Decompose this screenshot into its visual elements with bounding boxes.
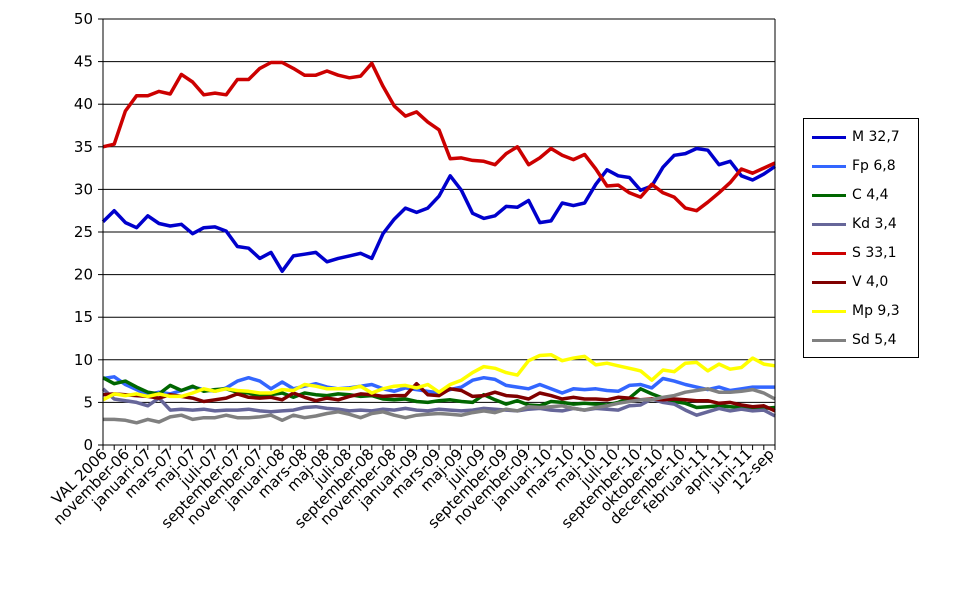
legend-swatch — [812, 309, 846, 313]
y-tick-label: 15 — [74, 308, 93, 326]
legend-item: Sd 5,4 — [812, 330, 897, 350]
legend-item: S 33,1 — [812, 243, 897, 263]
axes — [102, 19, 776, 446]
series-line — [102, 60, 776, 213]
legend-label: C 4,4 — [852, 187, 889, 203]
legend-item: Fp 6,8 — [812, 156, 896, 176]
series-lines — [101, 60, 776, 425]
legend-swatch — [812, 164, 846, 168]
series-line — [101, 146, 776, 273]
y-tick-label: 35 — [74, 138, 93, 156]
legend-item: M 32,7 — [812, 127, 900, 147]
series-line — [101, 387, 776, 418]
legend-swatch — [812, 222, 846, 226]
gridlines — [103, 18, 775, 446]
legend-swatch — [812, 135, 846, 139]
series-line — [102, 381, 776, 413]
legend-swatch — [812, 338, 846, 342]
legend-item: Kd 3,4 — [812, 214, 897, 234]
series-line — [102, 352, 776, 402]
legend-label: M 32,7 — [852, 129, 900, 145]
y-tick-label: 5 — [83, 393, 93, 411]
y-tick-label: 10 — [74, 351, 93, 369]
legend-label: Mp 9,3 — [852, 303, 900, 319]
legend-label: Kd 3,4 — [852, 216, 897, 232]
y-tick-label: 40 — [74, 95, 93, 113]
y-axis-ticks: 0 5 10 15 20 25 30 35 40 45 50 — [74, 10, 103, 454]
legend-swatch — [812, 193, 846, 197]
legend: M 32,7 Fp 6,8 C 4,4 Kd 3,4 S 33,1 V 4,0 Mp 9,3… — [803, 118, 919, 358]
legend-label: Sd 5,4 — [852, 332, 897, 348]
y-tick-label: 30 — [74, 180, 93, 198]
y-tick-label: 45 — [74, 53, 93, 71]
legend-label: S 33,1 — [852, 245, 897, 261]
legend-label: Fp 6,8 — [852, 158, 896, 174]
y-tick-label: 0 — [83, 436, 93, 454]
legend-item: V 4,0 — [812, 272, 888, 292]
y-tick-label: 25 — [74, 223, 93, 241]
series-line — [103, 387, 776, 425]
legend-swatch — [812, 251, 846, 255]
x-axis-ticks: VAL 2006november-06januari-07mars-07maj-… — [48, 445, 778, 532]
y-tick-label: 50 — [74, 10, 93, 28]
y-tick-label: 20 — [74, 266, 93, 284]
legend-item: C 4,4 — [812, 185, 889, 205]
legend-swatch — [812, 280, 846, 284]
legend-item: Mp 9,3 — [812, 301, 900, 321]
legend-label: V 4,0 — [852, 274, 889, 290]
